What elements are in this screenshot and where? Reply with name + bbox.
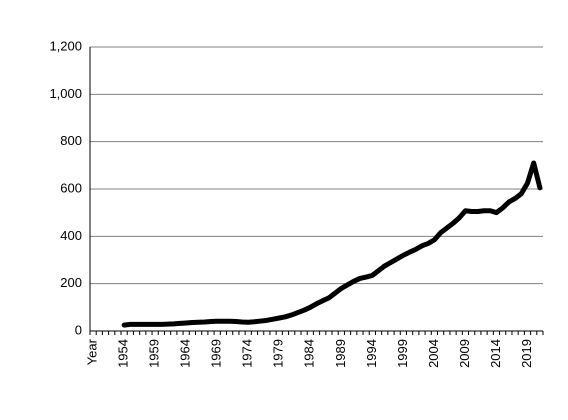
x-tick-label: 1994 <box>364 339 379 368</box>
x-tick-label: 2014 <box>488 339 503 368</box>
y-tick-label: 200 <box>60 275 82 290</box>
x-tick-label: 2019 <box>519 339 534 368</box>
y-tick-label: 600 <box>60 180 82 195</box>
line <box>121 160 543 328</box>
x-tick-label: 1954 <box>116 339 131 368</box>
x-tick-label: 1959 <box>147 339 162 368</box>
y-tick-label: 1,000 <box>49 86 82 101</box>
x-tick-label: 1984 <box>302 339 317 368</box>
x-tick-label: 1999 <box>395 339 410 368</box>
x-tick-label: 1989 <box>333 339 348 368</box>
x-tick-label: 1964 <box>178 339 193 368</box>
x-tick-label: 2004 <box>426 339 441 368</box>
y-tick-label: 0 <box>75 322 82 337</box>
x-tick-label: 2009 <box>457 339 472 368</box>
y-tick-label: 800 <box>60 133 82 148</box>
y-tick-label: 1,200 <box>49 38 82 53</box>
y-tick-label: 400 <box>60 228 82 243</box>
x-tick-label: 1974 <box>240 339 255 368</box>
x-tick-label: 1979 <box>271 339 286 368</box>
x-tick-label: Year <box>85 338 100 365</box>
x-tick-label: 1969 <box>209 339 224 368</box>
